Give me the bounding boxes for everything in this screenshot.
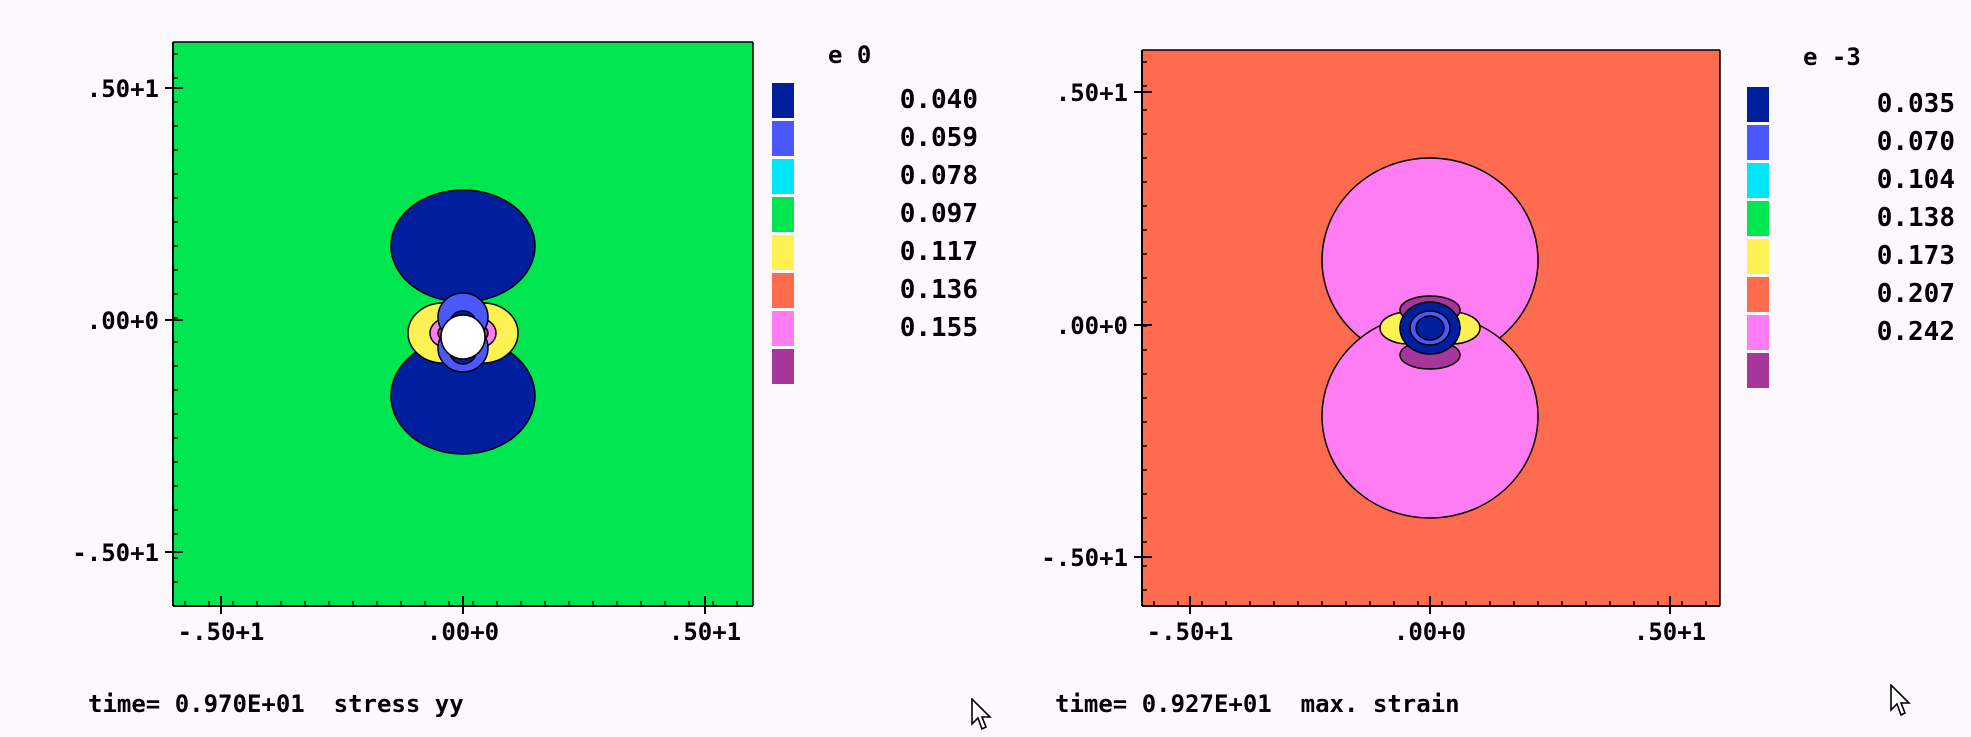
legend-value: 0.035 bbox=[1877, 89, 1955, 119]
contour-chart-1: .50+1 .00+0 -.50+1 -.50+1 .00+0 .50+1 e 0 0.040… bbox=[72, 41, 978, 718]
legend-value: 0.207 bbox=[1877, 279, 1955, 309]
mouse-cursor-icon bbox=[970, 698, 994, 732]
legend: e -3 0.035 0.070 0.104 0.138 0.173 0.207 0.242 bbox=[1747, 43, 1955, 388]
y-tick-label: -.50+1 bbox=[72, 539, 159, 567]
legend-value: 0.136 bbox=[900, 275, 978, 305]
legend-value: 0.078 bbox=[900, 161, 978, 191]
legend-swatch bbox=[772, 273, 794, 308]
contour-regions bbox=[391, 190, 535, 454]
legend-swatch bbox=[1747, 87, 1769, 122]
contour-chart-2: .50+1 .00+0 -.50+1 -.50+1 .00+0 .50+1 e -3 0.03… bbox=[1041, 43, 1955, 718]
legend-swatch bbox=[1747, 125, 1769, 160]
legend-swatch bbox=[772, 197, 794, 232]
x-tick-label: -.50+1 bbox=[178, 618, 265, 646]
y-tick-label: .00+0 bbox=[87, 307, 159, 335]
contour-region bbox=[391, 190, 535, 302]
x-tick-label: .00+0 bbox=[427, 618, 499, 646]
legend-swatch bbox=[1747, 201, 1769, 236]
legend-exponent-label: e 0 bbox=[828, 41, 871, 69]
legend-swatch bbox=[772, 349, 794, 384]
legend-value: 0.155 bbox=[900, 313, 978, 343]
x-tick-label: .00+0 bbox=[1394, 618, 1466, 646]
contour-region bbox=[1416, 316, 1444, 340]
legend-exponent-label: e -3 bbox=[1803, 43, 1861, 71]
legend-value: 0.242 bbox=[1877, 317, 1955, 347]
y-tick-label: -.50+1 bbox=[1041, 544, 1128, 572]
legend-value: 0.104 bbox=[1877, 165, 1955, 195]
legend-value: 0.117 bbox=[900, 237, 978, 267]
legend-value: 0.059 bbox=[900, 123, 978, 153]
x-tick-label: -.50+1 bbox=[1147, 618, 1234, 646]
legend-swatch bbox=[772, 311, 794, 346]
legend: e 0 0.040 0.059 0.078 0.097 0.117 0.136 0.155 bbox=[772, 41, 978, 384]
legend-swatch bbox=[1747, 315, 1769, 350]
legend-value: 0.070 bbox=[1877, 127, 1955, 157]
legend-value: 0.138 bbox=[1877, 203, 1955, 233]
y-tick-label: .50+1 bbox=[87, 75, 159, 103]
contour-region bbox=[441, 315, 485, 359]
legend-swatch bbox=[772, 121, 794, 156]
legend-swatch bbox=[1747, 277, 1769, 312]
legend-swatch bbox=[1747, 353, 1769, 388]
legend-swatch bbox=[772, 235, 794, 270]
legend-swatch bbox=[1747, 163, 1769, 198]
legend-swatch bbox=[772, 159, 794, 194]
legend-swatch bbox=[772, 83, 794, 118]
plot-caption: time= 0.927E+01 max. strain bbox=[1055, 690, 1460, 718]
x-tick-label: .50+1 bbox=[1634, 618, 1706, 646]
y-tick-label: .00+0 bbox=[1056, 312, 1128, 340]
y-tick-label: .50+1 bbox=[1056, 79, 1128, 107]
x-tick-label: .50+1 bbox=[669, 618, 741, 646]
legend-value: 0.173 bbox=[1877, 241, 1955, 271]
legend-swatch bbox=[1747, 239, 1769, 274]
legend-value: 0.040 bbox=[900, 85, 978, 115]
mouse-cursor-icon bbox=[1889, 684, 1913, 718]
plot-caption: time= 0.970E+01 stress yy bbox=[88, 690, 464, 718]
legend-value: 0.097 bbox=[900, 199, 978, 229]
